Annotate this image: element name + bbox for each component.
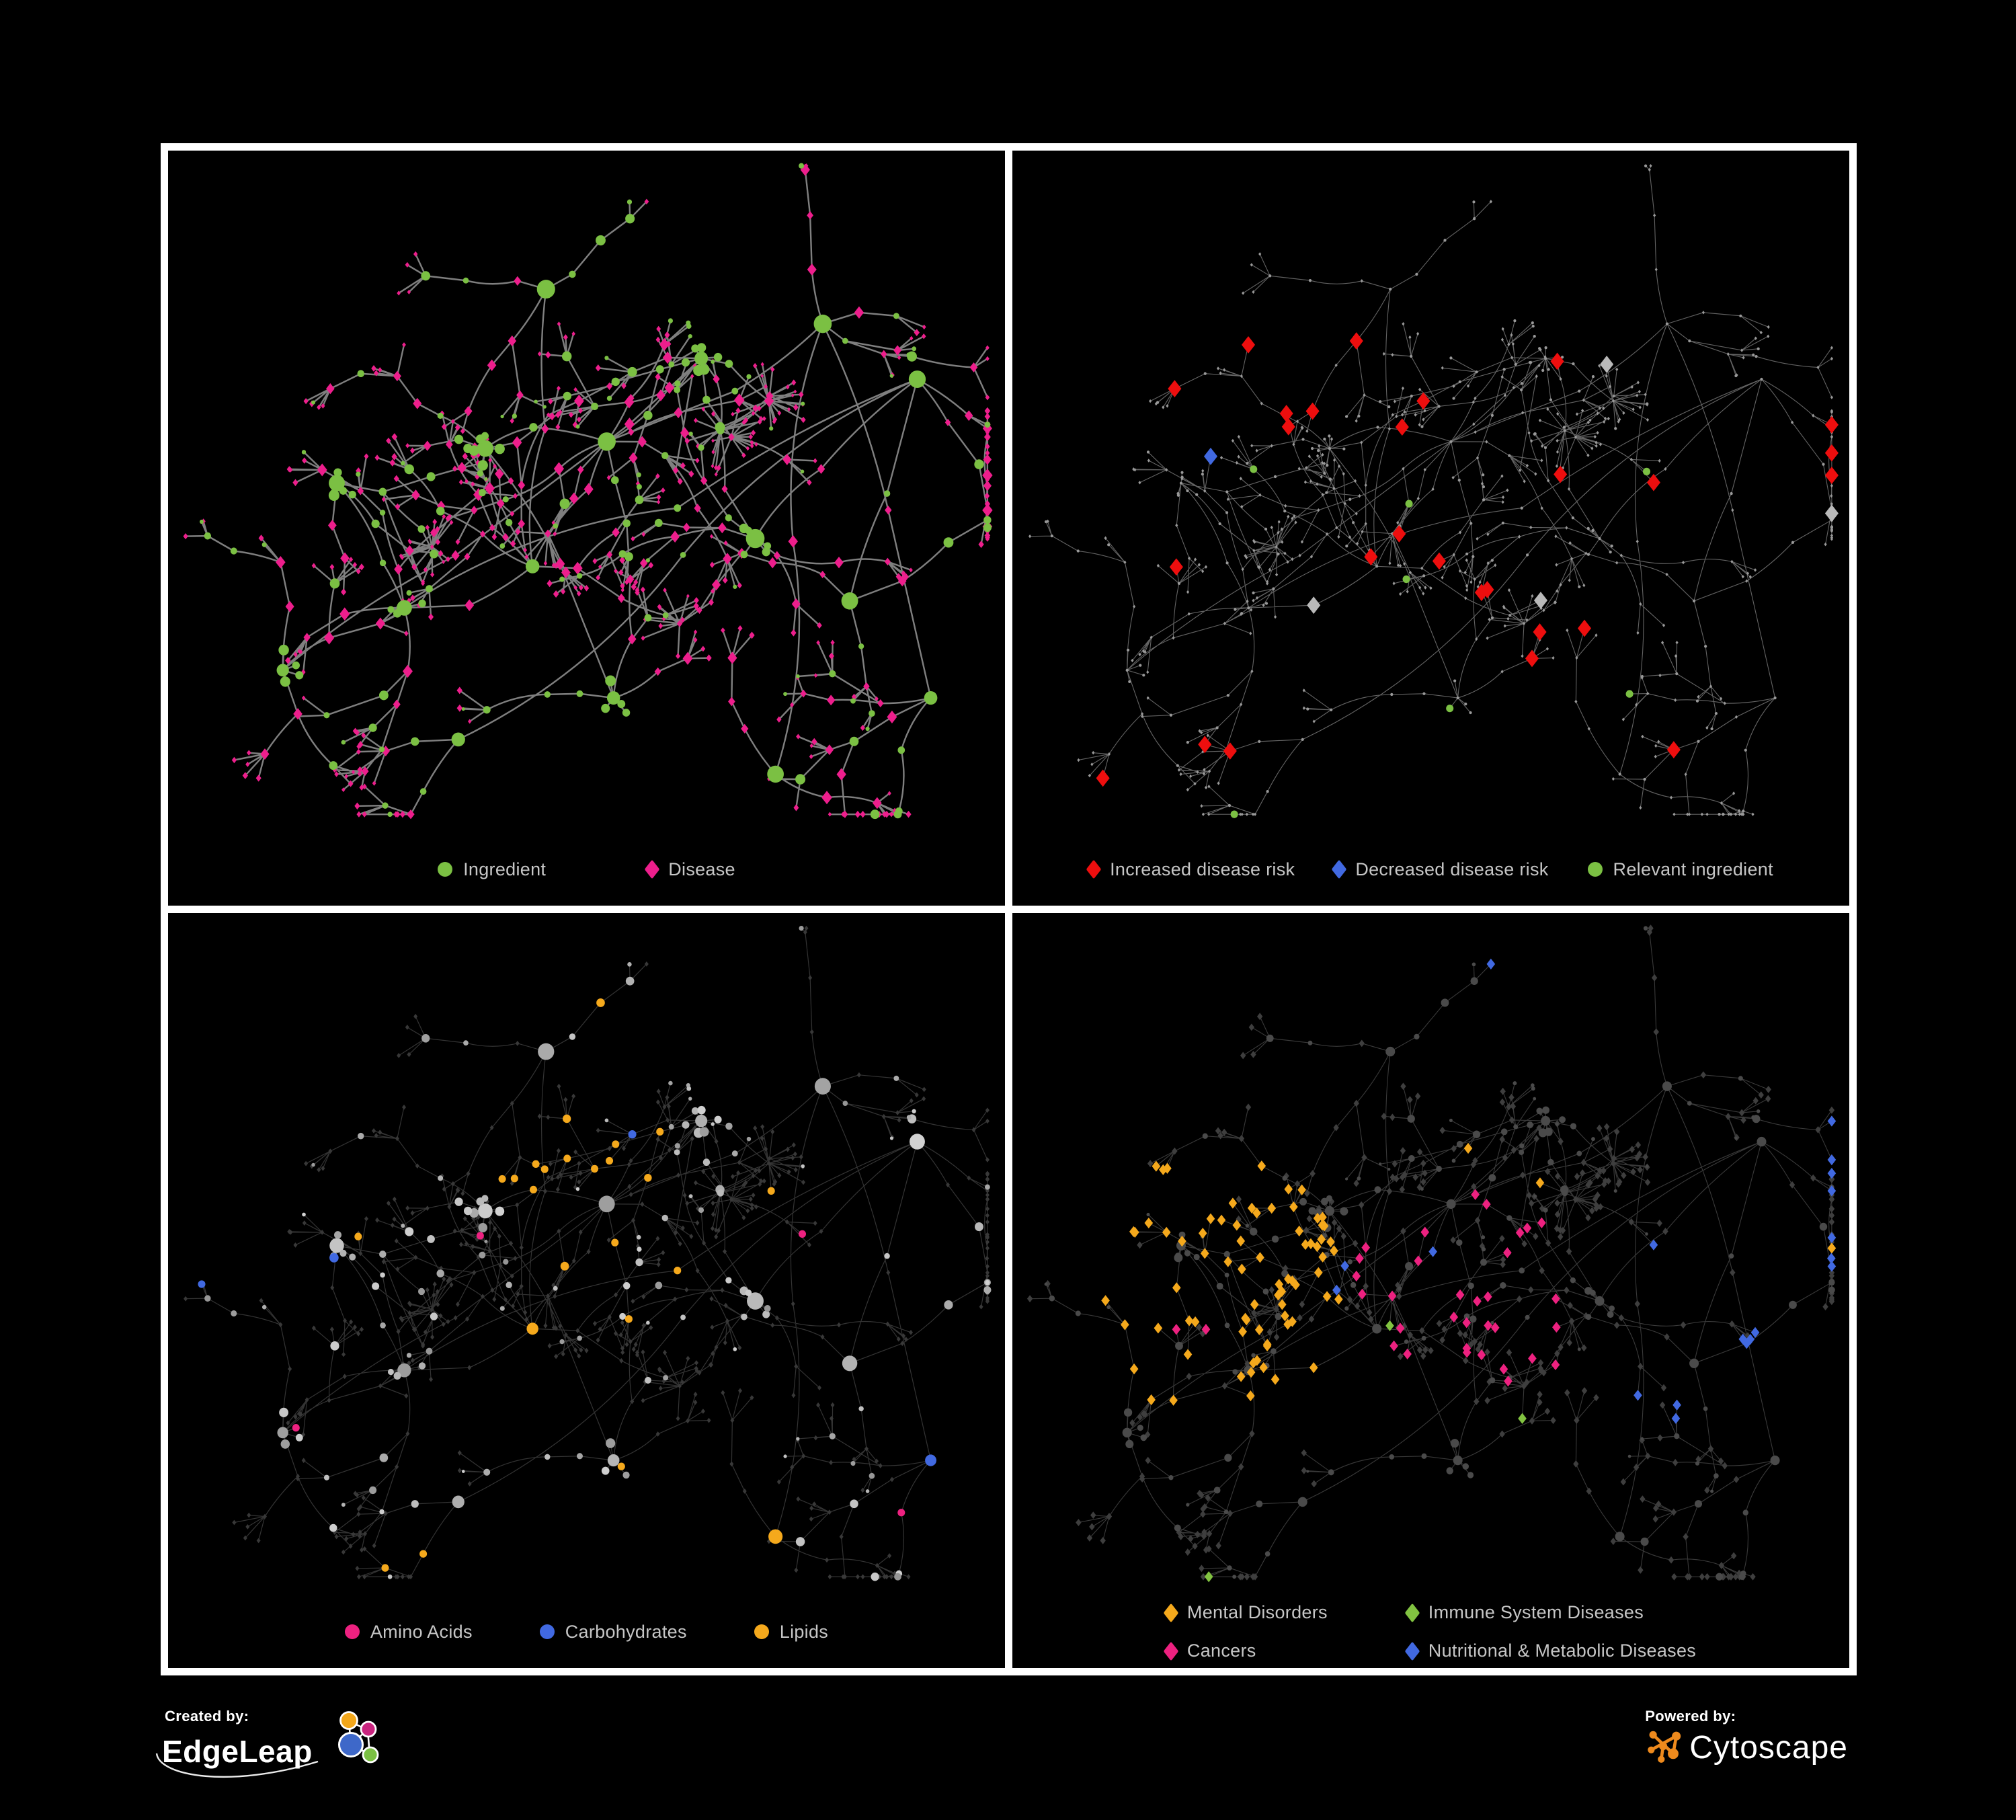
legend-item-disease: Disease <box>644 859 735 880</box>
legend-item-immune-system-diseases: Immune System Diseases <box>1404 1602 1696 1623</box>
nutrient-class-network-canvas <box>184 925 992 1581</box>
legend-label: Lipids <box>779 1621 829 1642</box>
legend-item-carbohydrates: Carbohydrates <box>539 1621 687 1643</box>
panel-nutrient-class: Amino Acids Carbohydrates Lipids <box>168 913 1005 1668</box>
cytoscape-credit: Powered by: Cytoscape <box>1645 1708 1848 1767</box>
legend-disease-risk: Increased disease risk Decreased disease … <box>1012 833 1849 906</box>
legend-label: Cancers <box>1186 1640 1256 1661</box>
diamond-marker <box>1331 859 1347 879</box>
panel-disease-class: Mental Disorders Immune System Diseases Ca… <box>1012 913 1849 1668</box>
diamond-marker <box>1163 1641 1179 1661</box>
ingredient-disease-network-canvas <box>183 163 993 820</box>
legend-label: Immune System Diseases <box>1428 1602 1644 1622</box>
legend-item-amino-acids: Amino Acids <box>344 1621 473 1643</box>
circle-marker <box>754 1624 769 1639</box>
edgeleap-logo-icon <box>337 1711 379 1764</box>
disease-class-network-canvas <box>1026 924 1837 1583</box>
edgeleap-credit: Created by: EdgeLeap <box>155 1708 381 1778</box>
legend-item-relevant-ingredient: Relevant ingredient <box>1587 859 1773 880</box>
legend-item-increased-disease-risk: Increased disease risk <box>1086 859 1295 880</box>
legend-label: Carbohydrates <box>565 1621 687 1642</box>
legend-nutrient-class: Amino Acids Carbohydrates Lipids <box>168 1595 1005 1668</box>
legend-label: Increased disease risk <box>1110 859 1295 879</box>
created-by-label: Created by: <box>165 1708 249 1725</box>
panel-grid: Ingredient Disease Increased disease risk… <box>161 143 1857 1675</box>
legend-item-ingredient: Ingredient <box>438 859 546 880</box>
diamond-marker <box>1086 859 1102 879</box>
diamond-marker <box>1404 1603 1420 1622</box>
diamond-marker <box>1404 1641 1420 1661</box>
legend-item-mental-disorders: Mental Disorders <box>1163 1602 1328 1623</box>
legend-item-decreased-disease-risk: Decreased disease risk <box>1331 859 1549 880</box>
legend-label: Ingredient <box>463 859 547 879</box>
diamond-marker <box>644 859 660 879</box>
cytoscape-wordmark: Cytoscape <box>1689 1729 1848 1766</box>
legend-item-lipids: Lipids <box>754 1622 828 1643</box>
panel-ingredient-disease: Ingredient Disease <box>168 151 1005 906</box>
circle-marker <box>344 1624 360 1639</box>
legend-label: Decreased disease risk <box>1355 859 1549 879</box>
circle-marker <box>438 862 453 877</box>
legend-item-cancers: Cancers <box>1163 1640 1328 1661</box>
legend-item-nutritional-metabolic-diseases: Nutritional & Metabolic Diseases <box>1404 1640 1697 1661</box>
legend-label: Mental Disorders <box>1186 1602 1328 1622</box>
circle-marker <box>1587 862 1603 877</box>
legend-label: Disease <box>668 859 735 879</box>
disease-risk-network-canvas <box>1028 163 1839 818</box>
diamond-marker <box>1163 1603 1179 1622</box>
legend-label: Relevant ingredient <box>1613 859 1773 879</box>
edgeleap-wordmark: EdgeLeap <box>162 1734 313 1769</box>
legend-disease-class: Mental Disorders Immune System Diseases Ca… <box>1012 1595 1849 1668</box>
panel-disease-risk: Increased disease risk Decreased disease … <box>1012 151 1849 906</box>
legend-ingredient-disease: Ingredient Disease <box>168 833 1005 906</box>
circle-marker <box>539 1624 555 1639</box>
legend-label: Nutritional & Metabolic Diseases <box>1428 1640 1697 1661</box>
cytoscape-logo-icon <box>1648 1731 1681 1763</box>
legend-label: Amino Acids <box>370 1621 473 1642</box>
powered-by-label: Powered by: <box>1645 1708 1736 1725</box>
